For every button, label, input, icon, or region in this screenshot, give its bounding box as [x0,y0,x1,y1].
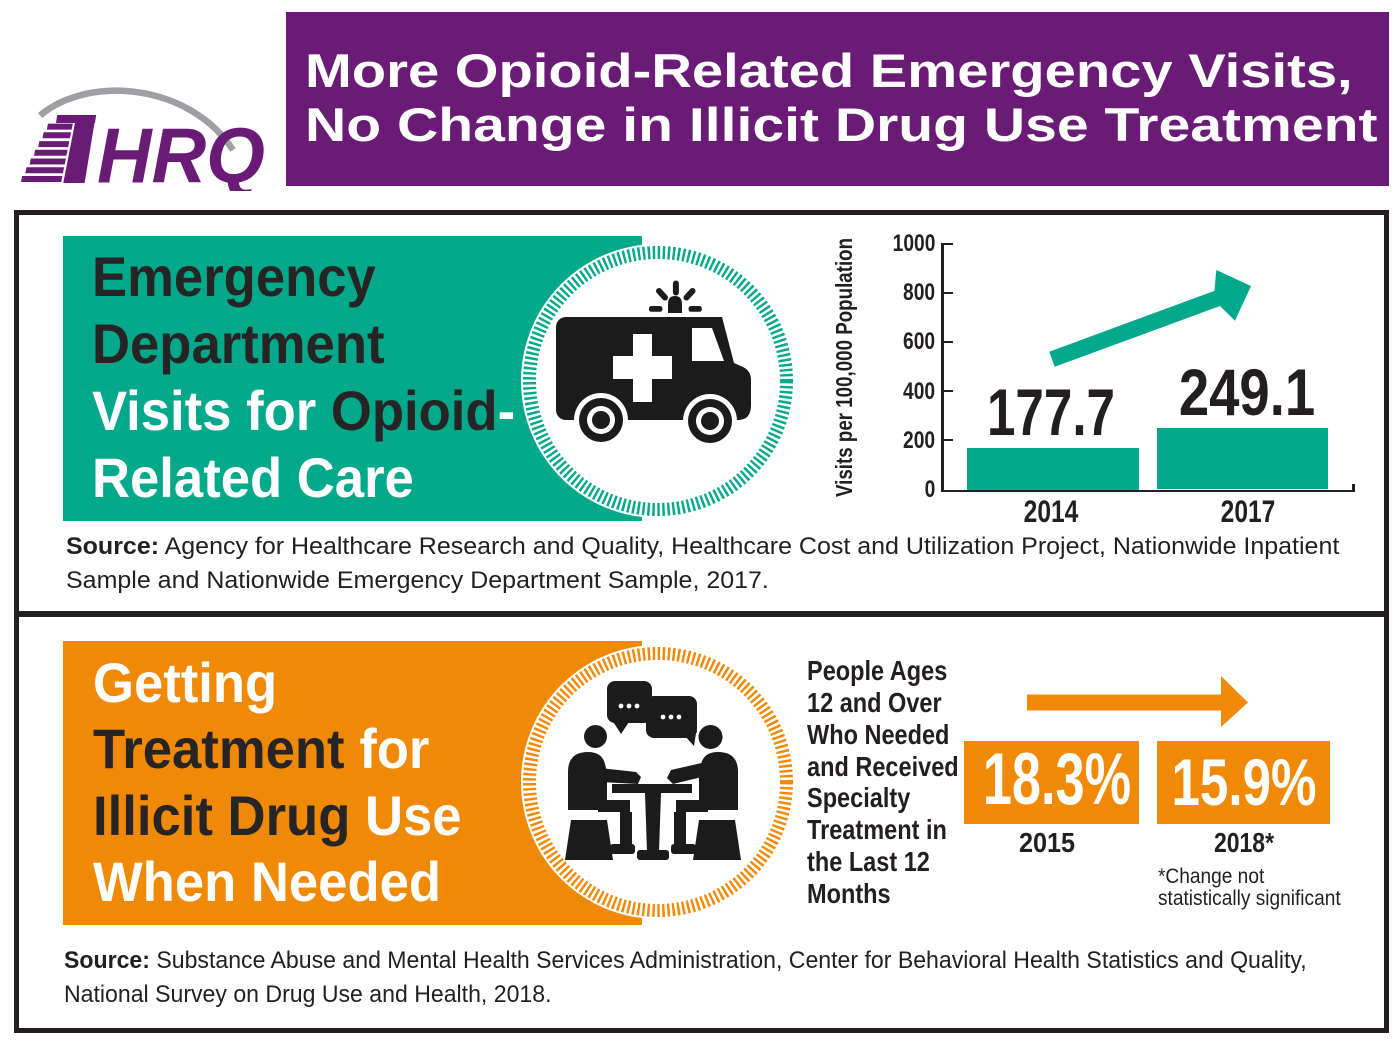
svg-text:HRQ: HRQ [97,112,265,192]
